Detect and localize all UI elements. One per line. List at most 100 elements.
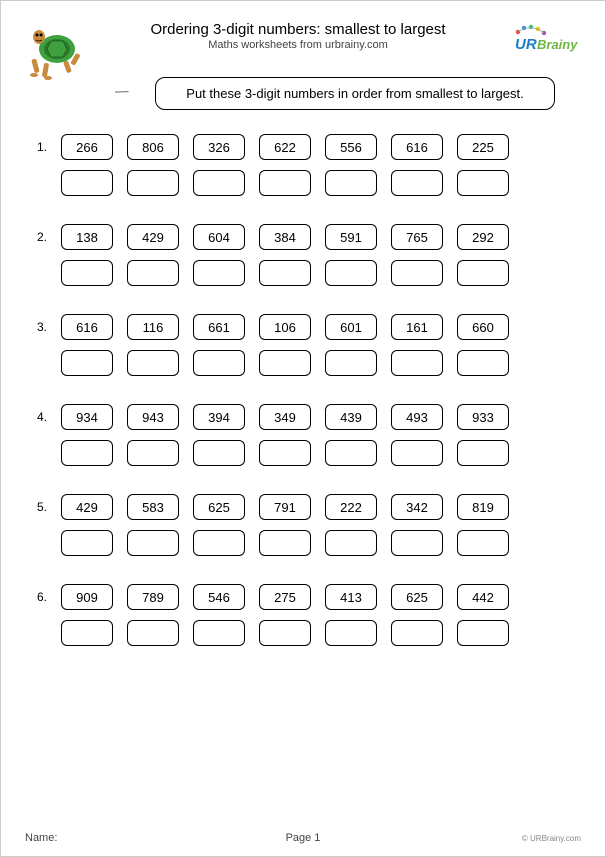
- problem-index: 2.: [29, 230, 47, 244]
- number-box: 616: [391, 134, 443, 160]
- answer-box[interactable]: [391, 530, 443, 556]
- number-box: 439: [325, 404, 377, 430]
- answer-box[interactable]: [391, 350, 443, 376]
- answer-box[interactable]: [325, 440, 377, 466]
- number-box: 342: [391, 494, 443, 520]
- number-box: 493: [391, 404, 443, 430]
- number-box: 616: [61, 314, 113, 340]
- answer-box[interactable]: [325, 260, 377, 286]
- answer-row: [29, 170, 581, 196]
- name-label: Name:: [25, 832, 57, 844]
- answer-box[interactable]: [259, 260, 311, 286]
- number-box: 819: [457, 494, 509, 520]
- answer-box[interactable]: [193, 530, 245, 556]
- answer-box[interactable]: [457, 260, 509, 286]
- answer-box[interactable]: [391, 170, 443, 196]
- answer-box[interactable]: [61, 620, 113, 646]
- answer-box[interactable]: [193, 170, 245, 196]
- answer-box[interactable]: [259, 170, 311, 196]
- number-box: 622: [259, 134, 311, 160]
- number-box: 546: [193, 584, 245, 610]
- answer-box[interactable]: [391, 440, 443, 466]
- number-box: 933: [457, 404, 509, 430]
- answer-box[interactable]: [457, 350, 509, 376]
- answer-box[interactable]: [325, 350, 377, 376]
- answer-box[interactable]: [61, 440, 113, 466]
- title-block: Ordering 3-digit numbers: smallest to la…: [95, 21, 501, 51]
- answer-box[interactable]: [325, 620, 377, 646]
- answer-box[interactable]: [259, 530, 311, 556]
- number-box: 625: [193, 494, 245, 520]
- problem: 2.138429604384591765292: [29, 224, 581, 286]
- answer-box[interactable]: [127, 530, 179, 556]
- number-box: 394: [193, 404, 245, 430]
- number-box: 943: [127, 404, 179, 430]
- number-box: 106: [259, 314, 311, 340]
- problem-index: 3.: [29, 320, 47, 334]
- answer-box[interactable]: [259, 620, 311, 646]
- answer-box[interactable]: [391, 260, 443, 286]
- answer-box[interactable]: [127, 260, 179, 286]
- number-box: 161: [391, 314, 443, 340]
- problem-number-row: 3.616116661106601161660: [29, 314, 581, 340]
- number-box: 661: [193, 314, 245, 340]
- number-box: 789: [127, 584, 179, 610]
- urbrainy-logo-icon: UR Brainy: [509, 21, 581, 55]
- answer-row: [29, 350, 581, 376]
- number-box: 625: [391, 584, 443, 610]
- answer-row: [29, 530, 581, 556]
- number-box: 413: [325, 584, 377, 610]
- answer-box[interactable]: [127, 440, 179, 466]
- number-box: 384: [259, 224, 311, 250]
- answer-box[interactable]: [127, 170, 179, 196]
- number-box: 765: [391, 224, 443, 250]
- number-box: 806: [127, 134, 179, 160]
- answer-box[interactable]: [325, 530, 377, 556]
- speech-pointer-icon: [87, 91, 157, 93]
- number-box: 934: [61, 404, 113, 430]
- problem: 3.616116661106601161660: [29, 314, 581, 376]
- answer-box[interactable]: [127, 350, 179, 376]
- number-box: 326: [193, 134, 245, 160]
- answer-box[interactable]: [127, 620, 179, 646]
- problem-index: 6.: [29, 590, 47, 604]
- answer-box[interactable]: [457, 170, 509, 196]
- number-box: 222: [325, 494, 377, 520]
- problem-number-row: 5.429583625791222342819: [29, 494, 581, 520]
- number-box: 591: [325, 224, 377, 250]
- answer-box[interactable]: [325, 170, 377, 196]
- answer-box[interactable]: [193, 440, 245, 466]
- problem-index: 4.: [29, 410, 47, 424]
- number-box: 429: [61, 494, 113, 520]
- answer-row: [29, 440, 581, 466]
- number-box: 138: [61, 224, 113, 250]
- worksheet-subtitle: Maths worksheets from urbrainy.com: [95, 39, 501, 51]
- number-box: 275: [259, 584, 311, 610]
- answer-box[interactable]: [61, 350, 113, 376]
- answer-box[interactable]: [193, 350, 245, 376]
- answer-box[interactable]: [193, 620, 245, 646]
- number-box: 225: [457, 134, 509, 160]
- number-box: 292: [457, 224, 509, 250]
- answer-box[interactable]: [259, 440, 311, 466]
- answer-row: [29, 620, 581, 646]
- answer-box[interactable]: [61, 260, 113, 286]
- answer-box[interactable]: [457, 440, 509, 466]
- answer-box[interactable]: [61, 170, 113, 196]
- answer-box[interactable]: [457, 620, 509, 646]
- number-box: 556: [325, 134, 377, 160]
- answer-box[interactable]: [193, 260, 245, 286]
- answer-row: [29, 260, 581, 286]
- worksheet-page: Ordering 3-digit numbers: smallest to la…: [0, 0, 606, 857]
- answer-box[interactable]: [457, 530, 509, 556]
- answer-box[interactable]: [61, 530, 113, 556]
- page-number: Page 1: [286, 832, 321, 844]
- answer-box[interactable]: [391, 620, 443, 646]
- problem: 4. 934 943 394 349 439 493 933: [29, 404, 581, 466]
- answer-box[interactable]: [259, 350, 311, 376]
- number-box: 349: [259, 404, 311, 430]
- svg-text:UR: UR: [515, 36, 537, 53]
- number-box: 583: [127, 494, 179, 520]
- problem-index: 5.: [29, 500, 47, 514]
- problem-index: 1.: [29, 140, 47, 154]
